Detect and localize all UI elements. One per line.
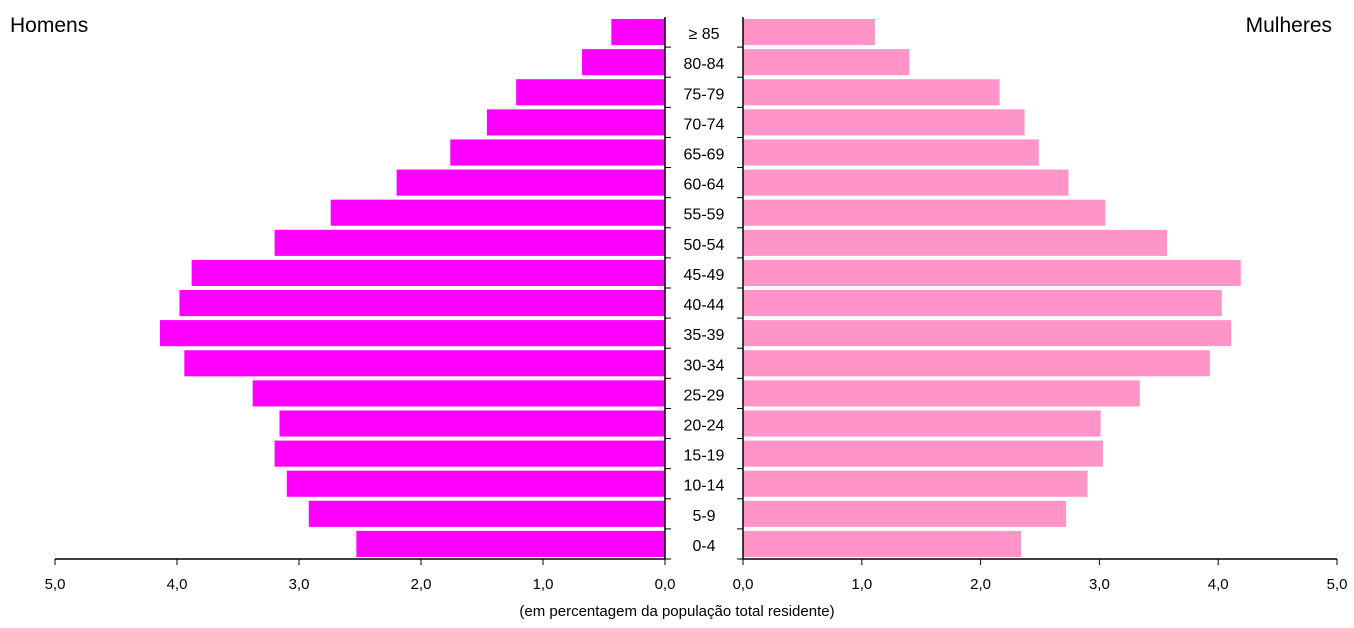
- men-bar-55-59: [330, 199, 665, 226]
- age-label-55-59: 55-59: [684, 207, 725, 224]
- right-x-tick-label: 0,0: [733, 576, 754, 593]
- x-axis-caption: (em percentagem da população total resid…: [519, 603, 835, 620]
- right-x-tick-label: 3,0: [1089, 576, 1110, 593]
- left-x-tick-label: 3,0: [289, 576, 310, 593]
- men-bar-0-4: [356, 530, 665, 557]
- left-x-tick-label: 0,0: [655, 576, 676, 593]
- left-x-tick-label: 5,0: [45, 576, 66, 593]
- age-label-35-39: 35-39: [684, 327, 725, 344]
- women-bars-group: [743, 19, 1241, 557]
- men-bar-10-14: [286, 470, 665, 497]
- men-bar-15-19: [274, 440, 665, 467]
- women-bar-≥ 85: [743, 19, 875, 46]
- age-label-10-14: 10-14: [684, 478, 725, 495]
- men-bar-≥ 85: [611, 19, 665, 46]
- men-bars-group: [159, 19, 666, 557]
- men-bar-65-69: [450, 139, 665, 166]
- age-label-25-29: 25-29: [684, 387, 725, 404]
- age-label-40-44: 40-44: [684, 297, 725, 314]
- women-bar-55-59: [743, 199, 1106, 226]
- women-bar-20-24: [743, 410, 1101, 437]
- age-label-65-69: 65-69: [684, 147, 725, 164]
- women-side-label: Mulheres: [1245, 14, 1332, 37]
- men-bar-45-49: [191, 259, 665, 286]
- men-bar-60-64: [396, 169, 665, 196]
- age-label-70-74: 70-74: [684, 116, 725, 133]
- age-label-20-24: 20-24: [684, 418, 725, 435]
- age-label-45-49: 45-49: [684, 267, 725, 284]
- left-x-tick-label: 4,0: [167, 576, 188, 593]
- age-label-50-54: 50-54: [684, 237, 725, 254]
- men-side-label: Homens: [10, 14, 89, 37]
- men-bar-75-79: [516, 79, 665, 106]
- women-bar-30-34: [743, 350, 1210, 377]
- men-bar-25-29: [252, 380, 665, 407]
- age-label-80-84: 80-84: [684, 56, 725, 73]
- right-x-tick-label: 2,0: [970, 576, 991, 593]
- women-bar-70-74: [743, 109, 1025, 136]
- age-label-5-9: 5-9: [692, 508, 715, 525]
- men-bar-80-84: [582, 49, 665, 76]
- women-bar-65-69: [743, 139, 1039, 166]
- men-bar-20-24: [279, 410, 665, 437]
- right-x-tick-label: 1,0: [851, 576, 872, 593]
- age-group-labels: 0-4 5-9 10-14 15-19 20-24 25-29 30-34 35-39 40-4…: [684, 26, 725, 555]
- men-bar-30-34: [184, 350, 665, 377]
- women-bar-5-9: [743, 500, 1067, 527]
- women-bar-45-49: [743, 259, 1241, 286]
- women-bar-50-54: [743, 229, 1168, 256]
- women-bar-60-64: [743, 169, 1069, 196]
- women-bar-0-4: [743, 530, 1021, 557]
- women-bar-80-84: [743, 49, 910, 76]
- age-label-≥ 85: ≥ 85: [688, 26, 719, 43]
- women-bar-15-19: [743, 440, 1103, 467]
- age-label-0-4: 0-4: [692, 538, 715, 555]
- women-bar-10-14: [743, 470, 1088, 497]
- left-x-tick-label: 1,0: [533, 576, 554, 593]
- women-bar-25-29: [743, 380, 1140, 407]
- women-bar-75-79: [743, 79, 1000, 106]
- men-bar-40-44: [179, 290, 665, 317]
- women-bar-40-44: [743, 290, 1222, 317]
- right-x-tick-label: 5,0: [1327, 576, 1348, 593]
- men-bar-50-54: [274, 229, 665, 256]
- x-tick-labels: 0,0 0,0 1,0 1,0 2,0 2,0 3,0 3,0 4,0 4,0 5,0 5,0: [45, 576, 1348, 593]
- age-label-75-79: 75-79: [684, 86, 725, 103]
- men-bar-35-39: [159, 320, 666, 347]
- age-label-30-34: 30-34: [684, 357, 725, 374]
- women-bar-35-39: [743, 320, 1232, 347]
- men-bar-70-74: [486, 109, 665, 136]
- age-label-60-64: 60-64: [684, 177, 725, 194]
- right-x-tick-label: 4,0: [1208, 576, 1229, 593]
- men-bar-5-9: [308, 500, 665, 527]
- left-x-tick-label: 2,0: [411, 576, 432, 593]
- age-label-15-19: 15-19: [684, 448, 725, 465]
- axes-group: [54, 17, 1338, 565]
